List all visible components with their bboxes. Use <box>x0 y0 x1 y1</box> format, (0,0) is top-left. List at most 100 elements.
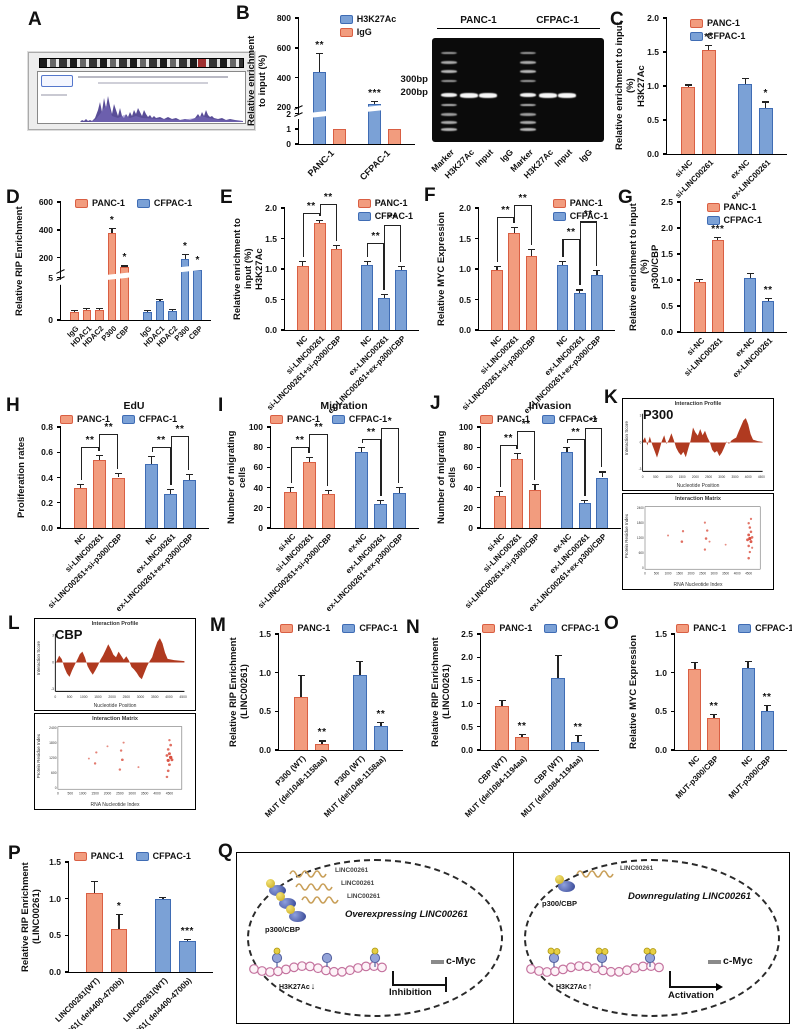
legend-item: PANC-1 <box>480 414 530 424</box>
svg-text:1500: 1500 <box>679 475 686 479</box>
y-tick <box>57 476 61 479</box>
error-bar-cap <box>377 499 385 501</box>
error-bar <box>521 735 523 737</box>
bar-chart-h3k27ac-rescue: Relative enrichment to input (%) H3K27Ac… <box>232 192 422 415</box>
sig-bracket <box>583 439 585 496</box>
legend-item: PANC-1 <box>706 202 757 212</box>
sig-bracket <box>384 225 402 227</box>
track-label-line <box>98 82 208 84</box>
bar <box>168 310 177 320</box>
panel-label-b: B <box>236 3 250 24</box>
legend-label: PANC-1 <box>723 202 757 212</box>
y-tick-label: 0.0 <box>41 523 53 533</box>
error-bar <box>327 490 329 494</box>
profile-y-label: Interaction Score <box>624 421 629 456</box>
error-bar-cap <box>377 721 385 724</box>
bar <box>145 463 159 528</box>
bar <box>143 311 152 320</box>
error-bar <box>73 310 75 312</box>
legend-label: IgG <box>356 27 372 37</box>
y-tick-label: 1.0 <box>459 264 471 274</box>
error-bar-cap <box>115 913 123 915</box>
sig-bracket <box>584 428 603 430</box>
error-bar-cap <box>371 101 379 103</box>
svg-text:4500: 4500 <box>758 475 765 479</box>
error-bar <box>398 487 400 493</box>
y-tick <box>475 268 479 270</box>
y-tick-label: 40 <box>253 482 263 493</box>
chromatin-strand <box>526 947 664 977</box>
svg-text:1800: 1800 <box>49 741 57 745</box>
error-bar-cap <box>299 260 307 262</box>
y-tick-label: 200 <box>276 102 291 113</box>
sig-bracket <box>380 428 400 430</box>
panel-label-l: L <box>8 613 20 634</box>
sig-bracket <box>151 447 171 449</box>
legend-item: PANC-1 <box>75 198 125 208</box>
significance-stars: *** <box>711 223 725 235</box>
error-bar-cap <box>324 489 332 491</box>
y-tick <box>477 749 481 751</box>
axis-break-mark <box>56 268 65 274</box>
legend-label: PANC-1 <box>90 851 124 861</box>
significance-stars: ** <box>317 727 327 739</box>
pcr-band <box>459 93 478 98</box>
bracket-stars: ** <box>501 205 511 217</box>
sig-bracket <box>383 243 385 291</box>
sig-bracket <box>80 447 82 481</box>
plot-area: 0 20 40 60 80 100 ** ** ** ** si-NC si-LINC00261 si-… <box>459 416 621 613</box>
y-tick-label: 2 <box>286 108 291 119</box>
sig-bracket <box>327 434 329 486</box>
legend-item: PANC-1 <box>280 623 330 633</box>
marker-band <box>440 51 457 55</box>
y-tick-label: 2.0 <box>461 652 473 663</box>
svg-text:0: 0 <box>642 475 644 479</box>
svg-text:4500: 4500 <box>745 572 752 576</box>
plot-area: 0.0 0.5 1.0 1.5 2.0 2.5 *** ** si-NC si-LINC00261… <box>661 197 787 379</box>
inhibition-line <box>392 971 394 985</box>
legend-swatch <box>552 198 566 208</box>
y-tick <box>281 207 285 209</box>
legend-item: PANC-1 <box>60 414 110 424</box>
error-bar <box>577 735 579 742</box>
legend-swatch <box>541 414 555 424</box>
rna-squiggle-icon <box>295 883 333 891</box>
bar <box>701 49 716 154</box>
svg-text:2500: 2500 <box>123 695 130 699</box>
svg-text:3000: 3000 <box>718 475 725 479</box>
y-tick <box>475 329 479 331</box>
error-bar-cap <box>318 740 326 742</box>
y-tick-label: 1.5 <box>655 629 667 639</box>
matrix-title: Interaction Matrix <box>675 496 721 502</box>
bar <box>110 929 128 972</box>
error-bar <box>601 472 603 478</box>
y-tick-label: 800 <box>276 13 291 23</box>
error-bar <box>169 490 172 494</box>
pcr-band <box>479 93 498 98</box>
bar <box>508 233 521 330</box>
error-bar <box>749 273 751 279</box>
y-tick-label: 1.5 <box>461 675 473 686</box>
y-tick-label: 2.0 <box>647 13 659 23</box>
error-bar-cap <box>762 101 770 103</box>
y-tick <box>295 128 299 130</box>
error-bar <box>98 456 100 460</box>
y-tick-label: 40 <box>463 482 473 493</box>
legend-item: PANC-1 <box>552 198 603 208</box>
error-bar <box>111 229 113 233</box>
legend-label: PANC-1 <box>497 414 530 424</box>
y-tick <box>57 229 61 231</box>
legend-swatch <box>482 623 496 633</box>
y-tick <box>65 971 69 973</box>
bar <box>284 491 298 528</box>
y-tick <box>663 51 667 53</box>
error-bar <box>496 267 498 270</box>
bracket-stars: ** <box>504 433 513 445</box>
bar <box>578 502 591 528</box>
y-tick <box>677 331 681 333</box>
y-tick <box>57 201 61 203</box>
error-bar <box>184 254 186 260</box>
bar <box>93 459 106 528</box>
marker-band <box>519 60 536 64</box>
